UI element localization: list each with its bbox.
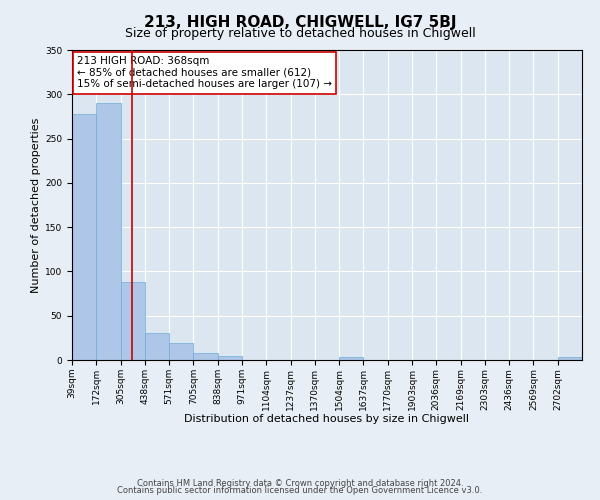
Bar bbox=[339, 358, 364, 360]
Bar bbox=[145, 334, 169, 360]
Bar bbox=[558, 358, 582, 360]
Bar bbox=[72, 114, 96, 360]
Bar bbox=[169, 343, 193, 360]
Text: Size of property relative to detached houses in Chigwell: Size of property relative to detached ho… bbox=[125, 28, 475, 40]
Bar bbox=[193, 353, 218, 360]
Y-axis label: Number of detached properties: Number of detached properties bbox=[31, 118, 41, 292]
X-axis label: Distribution of detached houses by size in Chigwell: Distribution of detached houses by size … bbox=[185, 414, 470, 424]
Text: Contains HM Land Registry data © Crown copyright and database right 2024.: Contains HM Land Registry data © Crown c… bbox=[137, 478, 463, 488]
Bar bbox=[218, 356, 242, 360]
Bar bbox=[96, 103, 121, 360]
Text: 213, HIGH ROAD, CHIGWELL, IG7 5BJ: 213, HIGH ROAD, CHIGWELL, IG7 5BJ bbox=[144, 15, 456, 30]
Text: 213 HIGH ROAD: 368sqm
← 85% of detached houses are smaller (612)
15% of semi-det: 213 HIGH ROAD: 368sqm ← 85% of detached … bbox=[77, 56, 332, 90]
Bar bbox=[121, 282, 145, 360]
Text: Contains public sector information licensed under the Open Government Licence v3: Contains public sector information licen… bbox=[118, 486, 482, 495]
